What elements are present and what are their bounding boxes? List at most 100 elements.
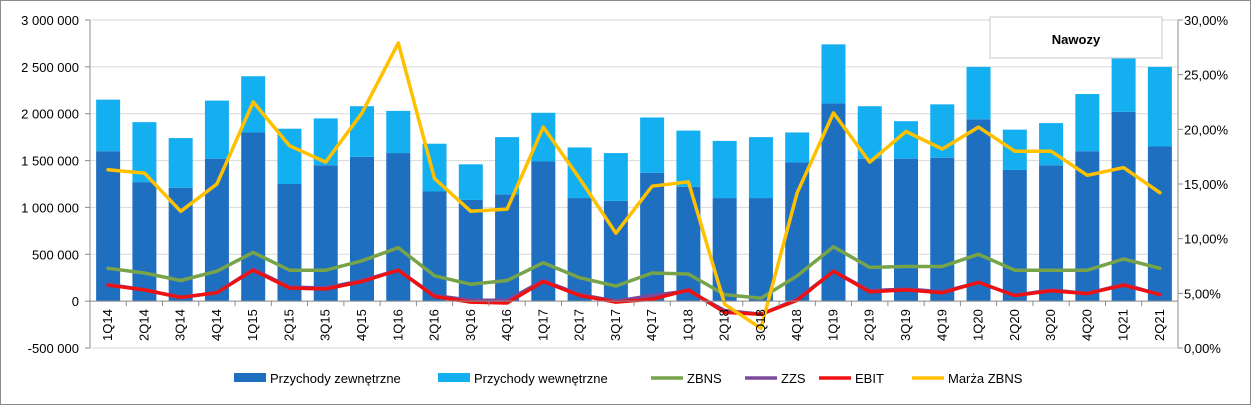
line-ebit xyxy=(106,268,1162,317)
x-tick-label: 3Q20 xyxy=(1043,309,1058,341)
bar-przychody-wewnetrzne xyxy=(676,130,701,187)
y-left-tick-label: 2 500 000 xyxy=(21,60,79,75)
axes xyxy=(85,19,1183,349)
bar-przychody-zewnetrzne xyxy=(96,151,121,302)
bar-przychody-wewnetrzne xyxy=(712,140,737,199)
legend-przychody-wewnetrzne-swatch xyxy=(438,373,470,382)
bar-przychody-wewnetrzne xyxy=(785,132,810,163)
legend-ebit-label: EBIT xyxy=(855,371,884,386)
legend-zzs-label: ZZS xyxy=(781,371,806,386)
line-zbns xyxy=(106,245,1162,301)
y-left-tick-label: 1 000 000 xyxy=(21,200,79,215)
bar-przychody-wewnetrzne xyxy=(495,137,520,195)
legend-przychody-zewnetrzne-label: Przychody zewnętrzne xyxy=(270,371,401,386)
legend-przychody-wewnetrzne-label: Przychody wewnętrzne xyxy=(474,371,608,386)
line-marza-zbns xyxy=(106,41,1162,331)
x-tick-label: 4Q15 xyxy=(354,309,369,341)
bar-przychody-wewnetrzne xyxy=(458,164,483,200)
bar-przychody-zewnetrzne xyxy=(132,182,157,302)
bar-przychody-wewnetrzne xyxy=(748,137,773,199)
bar-przychody-zewnetrzne xyxy=(930,157,955,302)
x-tick-label: 4Q20 xyxy=(1079,309,1094,341)
bar-przychody-zewnetrzne xyxy=(531,161,556,302)
bar-przychody-zewnetrzne xyxy=(821,103,846,302)
y-right-tick-label: 10,00% xyxy=(1184,232,1229,247)
y-right-tick-label: 20,00% xyxy=(1184,122,1229,137)
bar-przychody-zewnetrzne xyxy=(1002,169,1027,302)
legend-przychody-zewnetrzne-swatch xyxy=(234,373,266,382)
x-tick-label: 3Q16 xyxy=(463,309,478,341)
bar-przychody-zewnetrzne xyxy=(966,119,991,302)
y-right-tick-label: 5,00% xyxy=(1184,286,1221,301)
bar-przychody-wewnetrzne xyxy=(96,99,121,152)
y-left-tick-label: 500 000 xyxy=(32,247,79,262)
legend-zbns-label: ZBNS xyxy=(687,371,722,386)
x-tick-label: 2Q18 xyxy=(717,309,732,341)
bars xyxy=(96,39,1172,302)
bar-przychody-zewnetrzne xyxy=(1039,165,1064,302)
x-tick-label: 1Q18 xyxy=(680,309,695,341)
x-tick-label: 1Q17 xyxy=(535,309,550,341)
y-right-tick-label: 0,00% xyxy=(1184,341,1221,356)
y-left-tick-label: 3 000 000 xyxy=(21,13,79,28)
legend-marza-zbns-label: Marża ZBNS xyxy=(948,371,1023,386)
x-tick-label: 2Q14 xyxy=(136,309,151,341)
bar-przychody-zewnetrzne xyxy=(313,165,338,302)
x-tick-label: 1Q15 xyxy=(245,309,260,341)
bar-przychody-zewnetrzne xyxy=(640,172,665,302)
x-tick-label: 1Q14 xyxy=(100,309,115,341)
bar-przychody-wewnetrzne xyxy=(1147,66,1172,147)
bar-przychody-zewnetrzne xyxy=(422,191,447,302)
y-right-tick-label: 15,00% xyxy=(1184,177,1229,192)
y-left-tick-label: 0 xyxy=(72,294,79,309)
x-tick-label: 3Q15 xyxy=(318,309,333,341)
x-tick-labels: 1Q14 2Q14 3Q14 4Q14 1Q15 2Q15 3Q15 4Q15 1Q16 2Q16… xyxy=(100,309,1167,341)
bar-przychody-zewnetrzne xyxy=(857,158,882,302)
series-lines xyxy=(106,41,1162,331)
y-left-tick-label: 1 500 000 xyxy=(21,154,79,169)
x-tick-label: 2Q19 xyxy=(862,309,877,341)
bar-przychody-wewnetrzne xyxy=(1039,123,1064,166)
chart-title-box: Nawozy xyxy=(989,16,1163,59)
bar-przychody-zewnetrzne xyxy=(676,186,701,302)
bar-przychody-zewnetrzne xyxy=(386,153,411,302)
bar-przychody-zewnetrzne xyxy=(495,194,520,302)
bar-przychody-zewnetrzne xyxy=(1111,111,1136,302)
y-left-tick-labels: -500 000 0 500 000 1 000 000 1 500 000 2 000 … xyxy=(21,13,79,356)
x-tick-label: 3Q19 xyxy=(898,309,913,341)
bar-przychody-zewnetrzne xyxy=(712,198,737,302)
x-tick-label: 1Q19 xyxy=(825,309,840,341)
bar-przychody-wewnetrzne xyxy=(386,110,411,154)
x-tick-label: 1Q16 xyxy=(390,309,405,341)
x-tick-label: 4Q18 xyxy=(789,309,804,341)
y-left-tick-label: -500 000 xyxy=(28,341,79,356)
x-tick-label: 2Q15 xyxy=(281,309,296,341)
bar-przychody-wewnetrzne xyxy=(1075,94,1100,152)
bar-przychody-zewnetrzne xyxy=(1147,146,1172,302)
bar-przychody-wewnetrzne xyxy=(168,138,193,188)
y-left-tick-label: 2 000 000 xyxy=(21,107,79,122)
legend: Przychody zewnętrzne Przychody wewnętrzne… xyxy=(234,371,1023,386)
y-right-tick-labels: 0,00% 5,00% 10,00% 15,00% 20,00% 25,00% 30,00% xyxy=(1184,13,1229,356)
x-tick-label: 1Q21 xyxy=(1116,309,1131,341)
bar-przychody-zewnetrzne xyxy=(567,198,592,302)
y-right-tick-label: 30,00% xyxy=(1184,13,1229,28)
bar-przychody-wewnetrzne xyxy=(603,153,628,201)
x-tick-label: 3Q18 xyxy=(753,309,768,341)
x-tick-label: 2Q21 xyxy=(1152,309,1167,341)
bar-przychody-zewnetrzne xyxy=(894,158,918,302)
x-tick-label: 2Q17 xyxy=(572,309,587,341)
x-tick-label: 3Q14 xyxy=(173,309,188,341)
x-tick-label: 4Q17 xyxy=(644,309,659,341)
bar-przychody-wewnetrzne xyxy=(966,66,991,120)
bar-przychody-zewnetrzne xyxy=(785,162,810,302)
bar-przychody-wewnetrzne xyxy=(204,100,229,159)
bar-przychody-wewnetrzne xyxy=(821,44,846,104)
x-tick-label: 2Q16 xyxy=(427,309,442,341)
x-tick-label: 4Q16 xyxy=(499,309,514,341)
y-right-tick-label: 25,00% xyxy=(1184,68,1229,83)
x-tick-label: 4Q19 xyxy=(934,309,949,341)
x-tick-label: 4Q14 xyxy=(209,309,224,341)
